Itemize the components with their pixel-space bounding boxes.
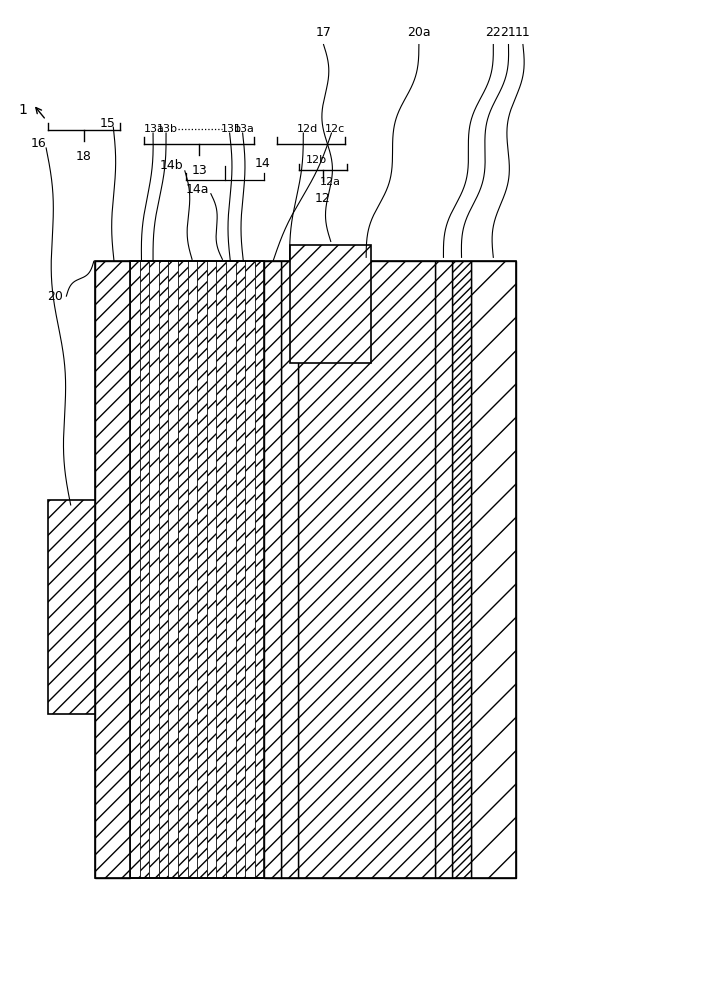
Bar: [471, 261, 515, 878]
Text: 14a: 14a: [186, 183, 210, 196]
Bar: [298, 261, 435, 878]
Bar: [188, 261, 197, 878]
Text: 13a: 13a: [234, 124, 255, 134]
Bar: [207, 261, 216, 878]
Bar: [264, 261, 281, 878]
Text: 20a: 20a: [407, 26, 431, 39]
Text: 12c: 12c: [325, 124, 345, 134]
Text: 15: 15: [100, 117, 116, 130]
Text: 1: 1: [19, 103, 28, 117]
Text: 20: 20: [47, 290, 63, 303]
Bar: [130, 261, 140, 878]
Bar: [435, 261, 452, 878]
Text: 12: 12: [315, 192, 331, 205]
Bar: [178, 261, 188, 878]
Text: 18: 18: [76, 150, 92, 163]
Bar: [245, 261, 255, 878]
Bar: [95, 261, 515, 878]
Text: 13: 13: [191, 164, 207, 177]
Bar: [197, 261, 207, 878]
Bar: [159, 261, 168, 878]
Text: 13b: 13b: [221, 124, 242, 134]
Text: 16: 16: [31, 137, 47, 150]
Text: 12d: 12d: [297, 124, 318, 134]
Bar: [216, 261, 226, 878]
Bar: [236, 261, 245, 878]
Bar: [95, 261, 130, 878]
Bar: [226, 261, 236, 878]
Text: 21: 21: [501, 26, 516, 39]
Text: 12a: 12a: [320, 177, 341, 187]
Text: 13b: 13b: [157, 124, 178, 134]
Bar: [281, 261, 298, 878]
Text: 13a: 13a: [144, 124, 165, 134]
Text: 17: 17: [316, 26, 331, 39]
Bar: [168, 261, 178, 878]
Bar: [255, 261, 264, 878]
Text: 11: 11: [515, 26, 531, 39]
Text: 14: 14: [254, 157, 270, 170]
Bar: [149, 261, 159, 878]
Bar: [48, 500, 95, 714]
Text: 22: 22: [486, 26, 501, 39]
Text: 12b: 12b: [306, 155, 327, 165]
Bar: [140, 261, 149, 878]
Bar: [130, 261, 264, 878]
Text: 14b: 14b: [159, 159, 183, 172]
Bar: [452, 261, 471, 878]
Bar: [290, 245, 371, 363]
